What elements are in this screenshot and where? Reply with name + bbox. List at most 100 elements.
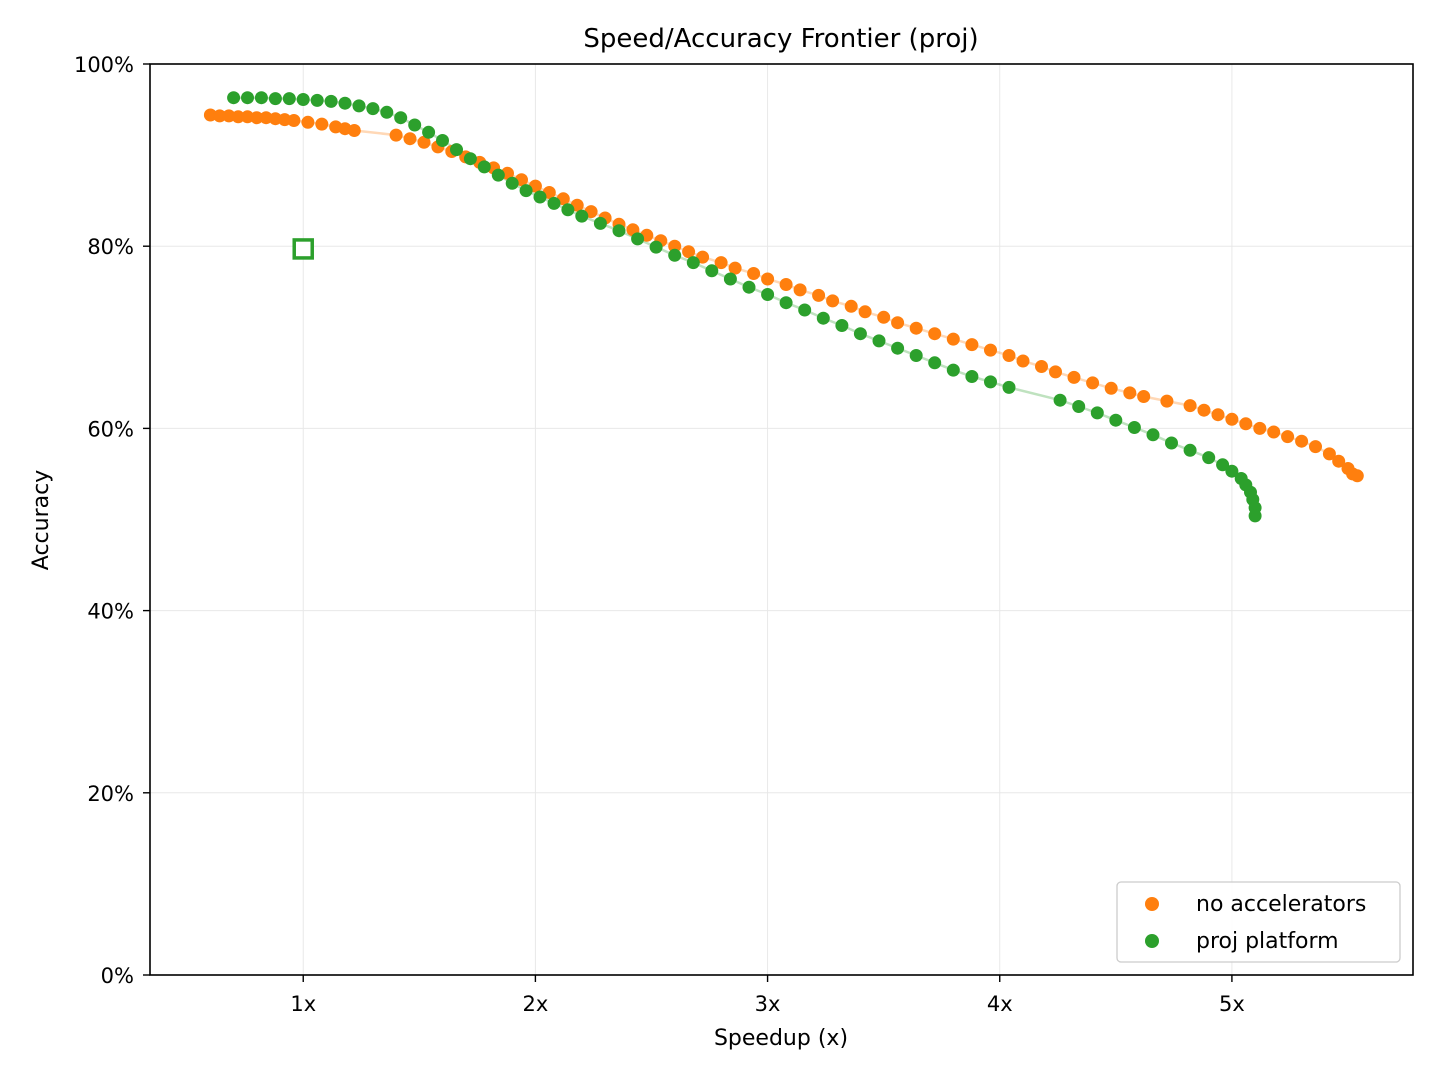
data-point-1 xyxy=(853,327,867,341)
data-point-0 xyxy=(844,299,858,313)
data-point-0 xyxy=(1295,434,1309,448)
data-point-1 xyxy=(1127,421,1141,434)
y-axis-title: Accuracy xyxy=(29,470,54,570)
baseline-marker xyxy=(292,238,314,260)
data-point-1 xyxy=(227,91,241,105)
data-point-1 xyxy=(631,232,645,246)
x-axis-title: Speedup (x) xyxy=(714,1026,848,1051)
data-point-0 xyxy=(668,239,682,253)
data-point-0 xyxy=(1035,360,1048,373)
x-tick-label: 1x xyxy=(290,992,316,1016)
data-point-0 xyxy=(1123,386,1137,400)
data-point-0 xyxy=(761,272,775,286)
data-point-1 xyxy=(761,288,775,301)
y-tick-label: 0% xyxy=(101,964,134,988)
data-point-1 xyxy=(324,94,338,108)
legend-label-1: proj platform xyxy=(1196,929,1339,954)
y-tick-label: 60% xyxy=(87,417,134,441)
data-point-0 xyxy=(877,310,891,324)
data-point-1 xyxy=(463,152,477,166)
data-point-0 xyxy=(301,115,315,129)
data-point-1 xyxy=(352,99,366,113)
data-point-1 xyxy=(1202,451,1216,465)
legend-marker-1 xyxy=(1145,934,1159,948)
data-point-1 xyxy=(984,375,997,389)
data-point-0 xyxy=(858,305,872,319)
data-point-1 xyxy=(798,303,812,317)
data-point-1 xyxy=(408,118,422,132)
data-point-1 xyxy=(1053,393,1067,407)
data-point-1 xyxy=(1109,413,1123,427)
data-point-0 xyxy=(1281,430,1295,444)
data-point-0 xyxy=(1049,365,1062,379)
data-point-1 xyxy=(649,240,663,254)
data-point-1 xyxy=(891,341,905,355)
data-point-0 xyxy=(1016,354,1030,368)
data-point-0 xyxy=(1183,399,1197,413)
data-point-0 xyxy=(1197,403,1211,417)
data-point-1 xyxy=(816,311,830,325)
data-point-0 xyxy=(1253,421,1267,435)
data-point-1 xyxy=(394,111,408,125)
data-point-0 xyxy=(1332,454,1346,468)
data-point-1 xyxy=(547,196,561,210)
legend-marker-0 xyxy=(1145,897,1159,911)
data-point-0 xyxy=(231,110,245,124)
data-point-1 xyxy=(1183,443,1197,457)
data-point-1 xyxy=(1090,406,1104,420)
data-point-1 xyxy=(422,125,436,139)
data-point-1 xyxy=(909,349,923,362)
data-point-0 xyxy=(909,321,923,335)
data-point-1 xyxy=(282,92,296,106)
data-point-1 xyxy=(612,224,626,238)
data-point-0 xyxy=(1211,408,1225,422)
data-point-0 xyxy=(287,114,301,127)
chart-title: Speed/Accuracy Frontier (proj) xyxy=(583,24,978,54)
data-point-1 xyxy=(946,363,960,377)
data-point-1 xyxy=(338,96,352,110)
data-point-0 xyxy=(347,124,361,137)
data-point-1 xyxy=(723,272,737,286)
data-point-1 xyxy=(561,203,575,217)
data-point-1 xyxy=(779,296,793,310)
data-point-0 xyxy=(389,128,403,142)
data-point-1 xyxy=(310,93,324,107)
data-point-1 xyxy=(593,216,607,230)
data-point-1 xyxy=(241,91,254,105)
data-point-1 xyxy=(1216,458,1230,472)
data-point-1 xyxy=(1072,400,1086,413)
data-point-1 xyxy=(436,134,449,147)
data-point-0 xyxy=(1067,370,1081,384)
data-point-1 xyxy=(380,105,394,119)
data-point-0 xyxy=(1160,394,1174,408)
data-point-0 xyxy=(315,117,329,131)
data-point-1 xyxy=(491,168,505,182)
data-point-0 xyxy=(1137,390,1151,403)
plot-frame xyxy=(149,63,1414,976)
data-point-0 xyxy=(1309,440,1322,454)
data-point-1 xyxy=(1248,509,1262,523)
legend-box xyxy=(1116,881,1401,963)
data-point-0 xyxy=(1239,417,1253,431)
data-point-0 xyxy=(1104,381,1118,395)
axes: 1x 2x 3x 4x 5x 0% 20% 40% 60% 80% 100% xyxy=(74,53,1245,1016)
data-point-1 xyxy=(742,280,756,294)
data-point-0 xyxy=(928,327,942,341)
data-point-1 xyxy=(575,209,589,223)
data-point-1 xyxy=(1165,436,1178,450)
data-point-1 xyxy=(450,143,463,157)
data-point-1 xyxy=(686,256,700,270)
data-point-1 xyxy=(835,319,849,332)
data-point-1 xyxy=(1225,464,1239,478)
data-point-0 xyxy=(946,332,960,346)
data-point-1 xyxy=(477,160,491,174)
data-point-0 xyxy=(965,338,979,352)
data-point-0 xyxy=(1002,349,1016,362)
data-point-0 xyxy=(403,132,417,146)
data-point-0 xyxy=(1267,425,1281,439)
data-point-0 xyxy=(812,288,826,302)
data-point-1 xyxy=(668,248,682,262)
data-point-0 xyxy=(891,316,905,330)
data-point-1 xyxy=(505,176,519,190)
data-point-0 xyxy=(250,111,264,125)
